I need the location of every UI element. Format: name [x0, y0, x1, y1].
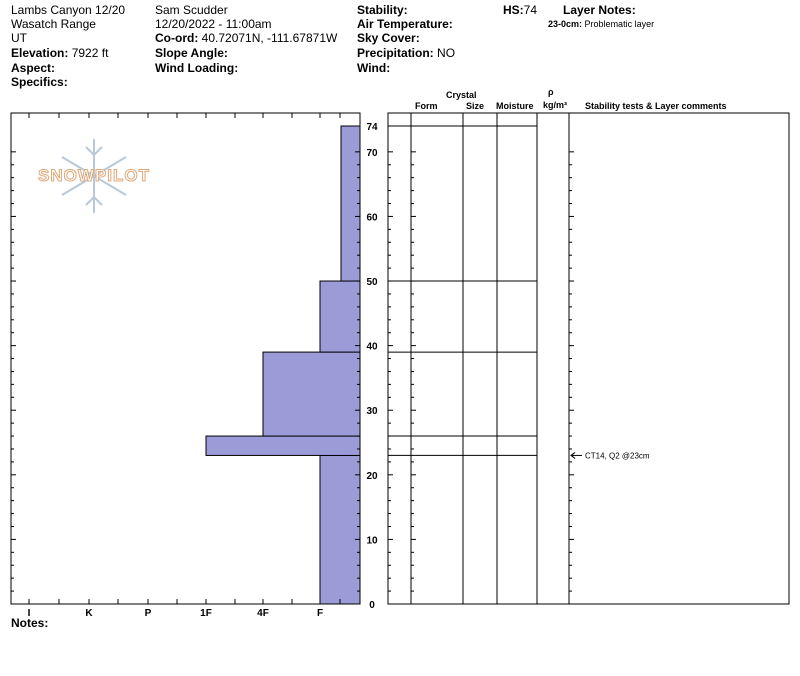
depth-tick-label: 30 [366, 406, 378, 417]
depth-tick-label: 70 [366, 148, 378, 159]
hardness-label: 4F [257, 608, 269, 619]
layer-note-range: 23-0cm: [548, 19, 583, 29]
notes-label: Notes: [11, 616, 49, 630]
coordinates: Co-ord: 40.72071N, -111.67871W [155, 31, 337, 45]
sky-cover-label: Sky Cover: [357, 31, 420, 45]
hardness-bar [262, 351, 361, 437]
moisture-header: Moisture [496, 101, 534, 111]
slope-angle-label: Slope Angle: [155, 46, 228, 60]
form-header: Form [415, 101, 438, 111]
mountain-range: Wasatch Range [11, 17, 96, 31]
coord-value: 40.72071N, -111.67871W [201, 31, 338, 45]
depth-tick-label: 10 [366, 535, 378, 546]
coord-label: Co-ord: [155, 31, 199, 45]
state: UT [11, 31, 27, 45]
hardness-label: I [28, 608, 31, 619]
hs-label: HS: [503, 3, 524, 17]
hardness-bar [319, 454, 361, 605]
layer-table-frame [387, 112, 790, 605]
hardness-bar [205, 435, 361, 456]
elevation: Elevation: 7922 ft [11, 46, 108, 60]
layer-note-text: Problematic layer [584, 19, 655, 29]
air-temperature-label: Air Temperature: [357, 17, 453, 31]
size-header: Size [466, 101, 485, 111]
layer-note: 23-0cm: Problematic layer [548, 19, 654, 30]
depth-tick-label: 0 [369, 600, 375, 611]
layer-notes-label: Layer Notes: [563, 3, 636, 17]
density-header: kg/m³ [543, 100, 568, 110]
depth-tick-label: 50 [366, 277, 378, 288]
annotation-arrow-head [570, 452, 576, 459]
observation-datetime: 12/20/2022 - 11:00am [155, 17, 272, 31]
comments-header: Stability tests & Layer comments [585, 101, 727, 111]
precip-label: Precipitation: [357, 46, 434, 60]
snowflake-icon [61, 139, 127, 213]
depth-tick-label: 20 [366, 471, 378, 482]
observer-name: Sam Scudder [155, 3, 228, 17]
snowpilot-logo: SNOWPILOT [30, 135, 158, 217]
wind-loading-label: Wind Loading: [155, 61, 239, 75]
rho-header: ρ [548, 87, 554, 97]
hardness-label: P [145, 608, 152, 619]
elevation-value: 7922 ft [71, 46, 109, 60]
depth-tick-label: 60 [366, 212, 378, 223]
elevation-label: Elevation: [11, 46, 69, 60]
annotation-text: CT14, Q2 @23cm [585, 451, 650, 460]
hardness-label: F [317, 608, 323, 619]
depth-tick-label: 74 [366, 122, 378, 133]
hardness-label: 1F [200, 608, 212, 619]
hs: HS:74 [503, 3, 537, 17]
aspect-label: Aspect: [11, 61, 56, 75]
hs-value: 74 [523, 3, 538, 17]
stability-label: Stability: [357, 3, 408, 17]
precip-value: NO [437, 46, 456, 60]
location-name: Lambs Canyon 12/20 [11, 3, 126, 17]
crystal-header: Crystal [446, 90, 477, 100]
logo-text: SNOWPILOT [38, 166, 150, 186]
hardness-bar [319, 280, 361, 353]
depth-tick-label: 40 [366, 342, 378, 353]
wind-label: Wind: [357, 61, 391, 75]
hardness-label: K [85, 608, 93, 619]
precipitation: Precipitation: NO [357, 46, 455, 60]
specifics-label: Specifics: [11, 75, 68, 89]
